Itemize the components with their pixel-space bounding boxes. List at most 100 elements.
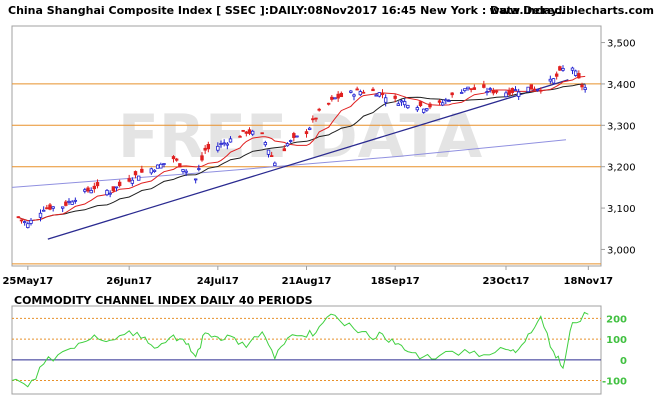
- candle-body-24: [117, 181, 122, 186]
- candle-body-83: [380, 92, 385, 96]
- x-tick-label-0: 25May17: [2, 276, 53, 287]
- candle-body-71: [330, 96, 334, 100]
- candle-body-18: [92, 185, 97, 190]
- mid-moving-average: [18, 83, 586, 222]
- candle-body-105: [482, 84, 486, 88]
- candle-body-88: [402, 101, 407, 106]
- candle-body-20: [105, 189, 109, 196]
- candle-body-32: [155, 164, 160, 169]
- candle-body-43: [203, 147, 207, 151]
- candle-body-76: [352, 94, 356, 97]
- candle-body-44: [206, 143, 211, 150]
- price-y-tick-label-4: 3,400: [607, 80, 636, 91]
- candle-body-82: [377, 92, 382, 97]
- candle-body-120: [548, 78, 553, 82]
- candle-body-37: [178, 163, 182, 168]
- candle-body-117: [532, 88, 537, 91]
- candle-body-125: [570, 67, 575, 71]
- candle-body-68: [314, 117, 318, 120]
- candle-body-55: [260, 132, 264, 135]
- cci-y-tick-label-1: 100: [606, 335, 627, 346]
- candle-body-123: [558, 66, 562, 71]
- candle-body-127: [577, 73, 581, 79]
- candle-body-36: [174, 158, 179, 161]
- price-y-tick-label-2: 3,200: [607, 163, 636, 174]
- candle-body-16: [86, 187, 90, 192]
- candle-body-46: [219, 143, 223, 145]
- candle-body-111: [507, 89, 511, 95]
- candle-body-128: [580, 84, 584, 88]
- candle-body-80: [371, 88, 375, 92]
- watermark: FREE DATA: [118, 102, 483, 172]
- candle-body-49: [228, 138, 233, 143]
- candle-body-3: [26, 223, 30, 228]
- candle-body-62: [288, 140, 293, 142]
- candle-body-56: [263, 142, 268, 146]
- candle-body-12: [67, 200, 71, 203]
- long-moving-average: [11, 139, 567, 188]
- x-tick-label-3: 21Aug17: [282, 276, 332, 287]
- candle-body-108: [491, 89, 496, 94]
- candle-body-79: [361, 91, 366, 94]
- candle-body-114: [516, 91, 521, 97]
- candle-body-70: [326, 102, 331, 105]
- candle-body-5: [38, 212, 43, 218]
- candle-body-59: [273, 162, 277, 167]
- trend-line: [47, 79, 569, 240]
- price-y-tick-label-0: 3,000: [607, 245, 636, 256]
- candle-body-45: [216, 145, 220, 151]
- candle-body-27: [133, 171, 138, 176]
- candle-body-112: [510, 88, 515, 93]
- candle-body-110: [504, 92, 508, 98]
- candle-body-51: [241, 129, 245, 132]
- candle-body-33: [159, 163, 163, 169]
- candle-body-31: [152, 169, 157, 172]
- candle-body-42: [200, 155, 204, 161]
- candle-body-17: [89, 190, 93, 194]
- candle-body-6: [41, 209, 46, 212]
- candle-body-48: [225, 143, 230, 146]
- candle-body-102: [466, 86, 470, 90]
- candle-body-95: [437, 100, 442, 103]
- candle-body-39: [184, 170, 188, 173]
- candle-body-98: [447, 100, 451, 103]
- candle-body-29: [140, 168, 144, 173]
- site-link[interactable]: www.incrediblecharts.com: [490, 4, 654, 17]
- candle-body-124: [561, 68, 565, 71]
- candle-body-119: [539, 89, 543, 92]
- price-y-tick-label-3: 3,300: [607, 121, 636, 132]
- candle-body-84: [383, 97, 388, 103]
- x-tick-label-1: 26Jun17: [106, 276, 152, 287]
- candle-body-78: [358, 91, 363, 96]
- candle-body-25: [127, 178, 131, 182]
- candle-body-0: [16, 216, 21, 219]
- candle-body-50: [238, 135, 242, 138]
- candle-body-106: [485, 91, 489, 94]
- candle-body-15: [83, 189, 87, 192]
- candle-body-121: [551, 78, 556, 84]
- cci-y-tick-label-3: -100: [602, 377, 627, 388]
- candle-body-40: [193, 178, 198, 181]
- candle-body-21: [108, 192, 112, 195]
- candle-body-8: [48, 204, 52, 210]
- candle-body-94: [428, 103, 432, 108]
- candle-body-91: [418, 101, 423, 107]
- candle-body-81: [374, 94, 378, 97]
- candle-body-113: [513, 89, 518, 92]
- candle-body-4: [29, 219, 33, 224]
- candle-body-47: [222, 142, 226, 145]
- candle-body-103: [469, 88, 473, 91]
- candle-body-93: [425, 108, 429, 111]
- candle-body-22: [111, 186, 116, 192]
- candle-body-67: [311, 118, 315, 121]
- candle-body-107: [488, 88, 492, 91]
- candle-body-7: [45, 207, 49, 210]
- candle-body-104: [472, 87, 477, 90]
- candle-body-109: [494, 90, 499, 93]
- candle-body-87: [399, 100, 404, 103]
- candle-body-60: [282, 148, 287, 152]
- candle-body-57: [266, 149, 271, 155]
- candle-body-69: [317, 108, 321, 111]
